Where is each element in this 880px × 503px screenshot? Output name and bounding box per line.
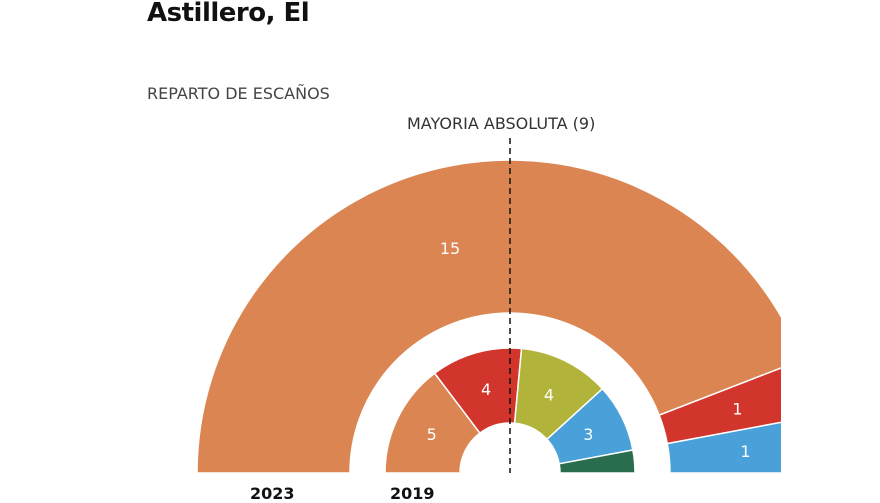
seat-label: 1 [732,399,742,418]
seat-segment-2023-0 [196,159,781,474]
chart-subtitle: REPARTO DE ESCAÑOS [147,84,330,103]
seat-label: 4 [544,386,554,405]
seat-label: 1 [740,442,750,461]
seat-segment-2019-0 [384,372,481,474]
majority-label: MAYORIA ABSOLUTA (9) [407,114,596,133]
seat-segment-2023-2 [666,421,781,474]
ring-label-2023: 2023 [250,484,295,503]
seat-label: 3 [583,425,593,444]
seat-label: 4 [481,380,491,399]
page-title: Astillero, El [147,0,310,28]
seat-label: 15 [440,239,460,258]
seat-label: 5 [427,425,437,444]
seat-segment-2019-4 [558,449,636,474]
ring-label-2019: 2019 [390,484,435,503]
